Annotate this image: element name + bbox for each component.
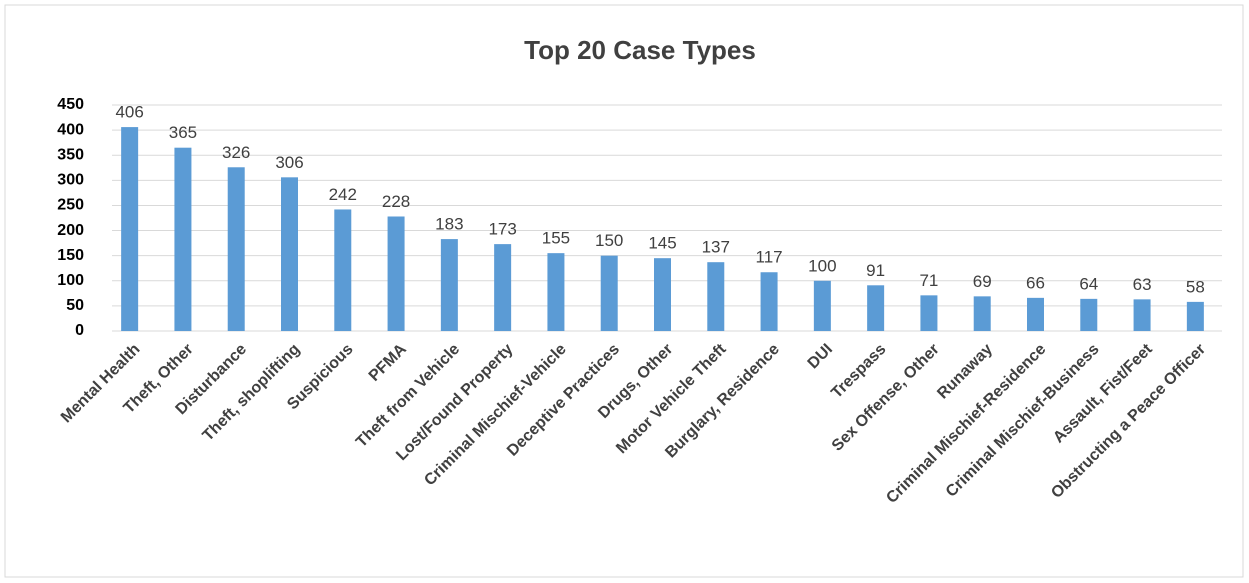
data-label: 137: [702, 238, 730, 257]
y-tick-label: 300: [57, 172, 84, 189]
bar: [121, 127, 139, 331]
data-label: 183: [435, 215, 463, 234]
bar: [281, 177, 298, 331]
bar: [334, 209, 352, 331]
y-tick-label: 400: [57, 121, 84, 138]
bar: [920, 295, 938, 331]
bar: [174, 147, 192, 331]
y-tick-label: 50: [66, 297, 84, 314]
data-label: 91: [866, 261, 885, 280]
bar: [600, 255, 618, 331]
data-label: 406: [115, 103, 143, 122]
bar: [867, 285, 885, 331]
bar: [1080, 298, 1098, 331]
chart-title: Top 20 Case Types: [524, 35, 756, 65]
data-label: 242: [329, 185, 357, 204]
bar: [387, 216, 405, 331]
data-label: 150: [595, 231, 623, 250]
data-label: 326: [222, 143, 250, 162]
bar: [813, 280, 831, 331]
chart-frame: [4, 4, 1244, 578]
data-label: 117: [756, 248, 783, 267]
bar: [547, 253, 565, 331]
data-label: 69: [973, 272, 992, 291]
bar: [707, 262, 725, 331]
y-tick-label: 150: [57, 247, 84, 264]
bar: [227, 167, 245, 331]
data-label: 306: [275, 153, 303, 172]
data-label: 100: [808, 256, 836, 275]
data-label: 228: [382, 192, 410, 211]
y-tick-label: 350: [57, 146, 84, 163]
data-label: 71: [919, 271, 938, 290]
bar: [973, 296, 991, 331]
y-tick-label: 450: [57, 96, 84, 113]
bar: [440, 239, 458, 331]
data-label: 66: [1026, 273, 1045, 292]
y-tick-label: 200: [57, 222, 84, 239]
data-label: 58: [1186, 277, 1205, 296]
y-tick-label: 0: [75, 322, 84, 339]
y-tick-label: 100: [57, 272, 84, 289]
data-label: 145: [648, 234, 676, 253]
bar: [1133, 299, 1151, 331]
data-label: 64: [1079, 274, 1098, 293]
bar: [1027, 297, 1044, 331]
data-label: 63: [1133, 275, 1152, 294]
data-label: 365: [169, 123, 197, 142]
bar: [1186, 301, 1204, 331]
data-label: 173: [488, 220, 516, 239]
bar: [760, 272, 778, 331]
y-tick-label: 250: [57, 197, 84, 214]
bar: [494, 244, 512, 331]
bar: [654, 258, 671, 331]
data-label: 155: [542, 229, 570, 248]
